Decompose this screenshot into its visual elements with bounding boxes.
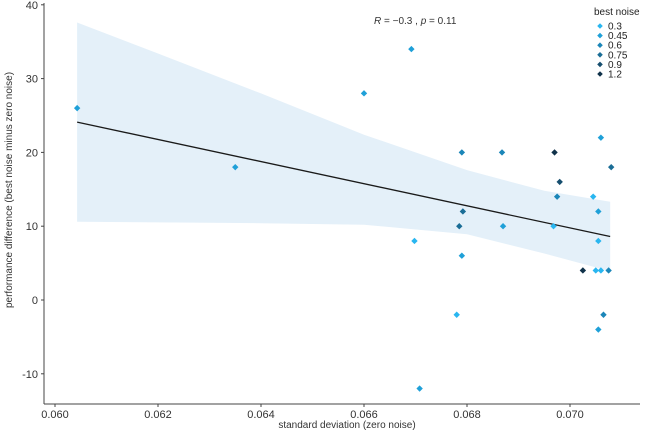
data-point bbox=[459, 208, 467, 215]
correlation-annotation: R = −0.3 , p = 0.11 bbox=[374, 16, 457, 27]
legend-title: best noise bbox=[594, 7, 640, 18]
data-point bbox=[597, 267, 605, 274]
regression-line bbox=[77, 121, 611, 238]
legend: best noise 0.30.450.60.750.91.2 bbox=[594, 7, 640, 81]
y-tick-label: 20 bbox=[26, 147, 38, 159]
data-point bbox=[458, 252, 466, 259]
data-point bbox=[608, 163, 615, 171]
legend-marker-icon bbox=[597, 23, 603, 29]
data-point bbox=[360, 90, 368, 97]
data-point bbox=[456, 223, 463, 230]
confidence-band bbox=[77, 22, 611, 272]
legend-marker-icon bbox=[597, 71, 603, 77]
legend-label: 0.6 bbox=[608, 41, 622, 52]
y-tick-label: 0 bbox=[32, 295, 38, 307]
data-point bbox=[499, 223, 507, 230]
y-axis: -10 0 10 20 30 40 bbox=[22, 0, 45, 404]
y-tick-label: -10 bbox=[22, 369, 38, 381]
data-point bbox=[411, 237, 418, 245]
data-point bbox=[73, 104, 81, 112]
x-axis-title: standard deviation (zero noise) bbox=[278, 420, 415, 431]
y-axis-title: performance difference (best noise minus… bbox=[4, 72, 15, 308]
data-points bbox=[73, 45, 615, 392]
x-tick-label: 0.070 bbox=[556, 409, 584, 421]
x-axis: 0.060 0.062 0.064 0.066 0.068 0.070 bbox=[41, 403, 640, 421]
legend-label: 1.2 bbox=[608, 70, 622, 81]
y-tick-label: 30 bbox=[26, 74, 38, 86]
legend-label: 0.45 bbox=[608, 31, 628, 42]
data-point bbox=[408, 45, 415, 53]
data-point bbox=[597, 134, 605, 141]
data-point bbox=[605, 267, 612, 274]
legend-marker-icon bbox=[597, 32, 603, 39]
data-point bbox=[556, 178, 563, 186]
legend-marker-icon bbox=[597, 42, 603, 48]
x-tick-label: 0.068 bbox=[453, 409, 481, 421]
data-point bbox=[579, 267, 587, 274]
legend-label: 0.3 bbox=[608, 22, 622, 33]
x-tick-label: 0.060 bbox=[41, 409, 69, 421]
legend-marker-icon bbox=[597, 52, 603, 58]
data-point bbox=[595, 208, 602, 215]
r-symbol: R bbox=[374, 16, 381, 27]
data-point bbox=[416, 385, 423, 392]
data-point bbox=[589, 193, 597, 200]
y-tick-label: 40 bbox=[26, 0, 38, 12]
p-value: = 0.11 bbox=[426, 16, 457, 27]
data-point bbox=[550, 223, 557, 230]
data-point bbox=[453, 311, 460, 318]
legend-marker-icon bbox=[597, 61, 603, 68]
data-point bbox=[553, 193, 561, 200]
x-tick-label: 0.062 bbox=[144, 409, 172, 421]
data-point bbox=[498, 149, 506, 156]
y-tick-label: 10 bbox=[26, 221, 38, 233]
data-point bbox=[551, 149, 558, 156]
data-point bbox=[600, 311, 607, 318]
p-symbol: p bbox=[420, 16, 427, 27]
legend-label: 0.9 bbox=[608, 60, 622, 71]
data-point bbox=[595, 326, 602, 333]
data-point bbox=[232, 163, 239, 171]
data-point bbox=[458, 149, 466, 156]
x-tick-label: 0.066 bbox=[350, 409, 378, 421]
x-tick-label: 0.064 bbox=[247, 409, 275, 421]
data-point bbox=[592, 267, 599, 274]
data-point bbox=[595, 237, 602, 245]
legend-label: 0.75 bbox=[608, 50, 628, 61]
r-value: = −0.3 , bbox=[381, 16, 420, 27]
